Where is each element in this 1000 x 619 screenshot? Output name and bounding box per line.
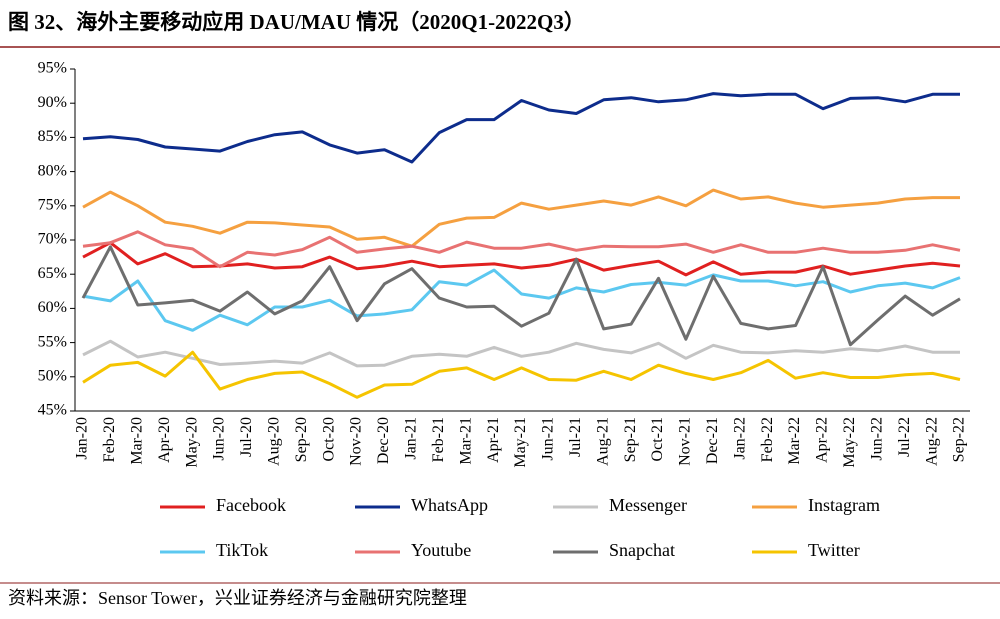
x-tick-label: Aug-20 [266,417,283,466]
x-tick-label: Dec-21 [704,417,721,464]
series-line [82,241,961,277]
series-line [81,245,961,347]
x-tick-label: Jun-22 [868,417,885,461]
series-line [82,339,960,368]
x-tick-label: Nov-20 [348,417,365,466]
legend-label: Twitter [808,540,860,560]
x-tick-label: Apr-21 [485,417,502,463]
y-tick-label: 50% [38,367,67,384]
x-tick-label: Jun-20 [211,417,228,461]
x-tick-label: Sep-22 [951,417,968,462]
x-tick-label: May-21 [512,417,529,468]
y-tick-label: 75% [38,196,67,213]
x-tick-label: Jul-22 [896,417,913,457]
x-tick-label: Mar-22 [786,417,803,465]
x-tick-label: Sep-20 [293,417,310,462]
x-tick-label: Jan-21 [403,417,420,460]
x-tick-label: Mar-21 [457,417,474,465]
legend-label: WhatsApp [411,495,488,515]
y-tick-label: 65% [38,265,67,282]
legend-label: Instagram [808,495,880,515]
x-tick-label: Aug-21 [594,417,611,466]
chart-title: 图 32、海外主要移动应用 DAU/MAU 情况（2020Q1-2022Q3） [8,10,585,34]
x-tick-label: Feb-20 [101,417,118,462]
x-tick-label: Apr-20 [156,417,173,463]
series-line [82,188,960,248]
x-tick-label: Aug-22 [923,417,940,466]
y-tick-label: 85% [38,128,67,145]
y-tick-label: 80% [38,162,67,179]
x-tick-label: Jul-21 [567,417,584,457]
legend-label: Facebook [216,495,286,515]
source-note: 资料来源：Sensor Tower，兴业证券经济与金融研究院整理 [8,588,467,608]
legend-label: Snapchat [609,540,675,560]
series-line [82,350,961,399]
x-tick-label: Feb-21 [430,417,447,462]
x-tick-label: May-20 [183,417,200,468]
x-tick-label: Nov-21 [677,417,694,466]
x-tick-label: Oct-20 [320,417,337,461]
x-tick-label: Feb-22 [759,417,776,462]
x-tick-label: May-22 [841,417,858,468]
y-tick-label: 90% [38,94,67,111]
legend-label: Messenger [609,495,687,515]
x-tick-label: Jul-20 [238,417,255,457]
series-line [82,92,960,164]
x-tick-label: Jun-21 [540,417,557,461]
y-tick-label: 45% [38,402,67,419]
x-tick-label: Sep-21 [622,417,639,462]
x-tick-label: Dec-20 [375,417,392,464]
x-tick-label: Jan-22 [731,417,748,460]
series-line [82,230,961,269]
x-tick-label: Mar-20 [128,417,145,465]
x-tick-label: Oct-21 [649,417,666,461]
y-tick-label: 70% [38,231,67,248]
y-tick-label: 60% [38,299,67,316]
y-tick-label: 95% [38,60,67,77]
x-tick-label: Apr-22 [814,417,831,463]
legend-label: TikTok [216,540,268,560]
legend-label: Youtube [411,540,471,560]
x-tick-label: Jan-20 [74,417,91,460]
y-tick-label: 55% [38,333,67,350]
